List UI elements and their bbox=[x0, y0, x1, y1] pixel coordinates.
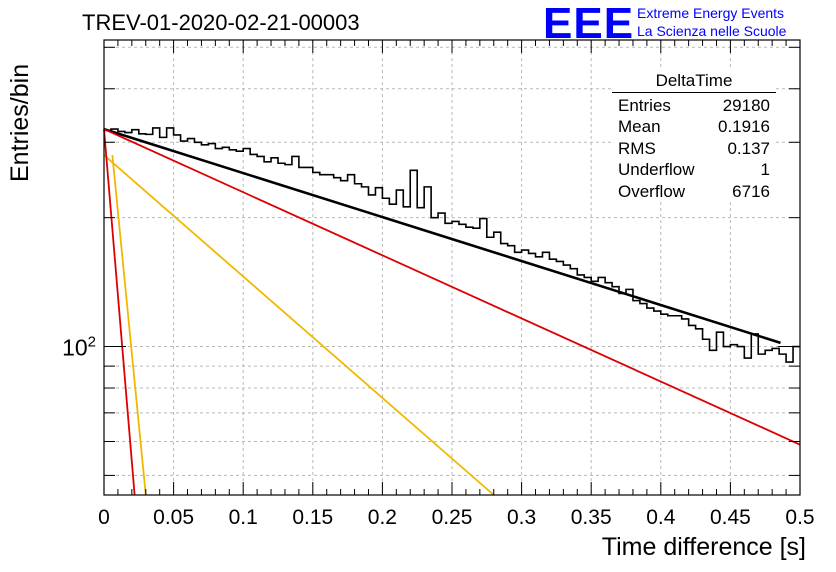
x-tick-label: 0.05 bbox=[153, 506, 194, 529]
x-tick-label: 0.35 bbox=[571, 506, 612, 529]
logo-caption: Extreme Energy Events La Scienza nelle S… bbox=[637, 4, 786, 40]
eee-logo: EEE bbox=[543, 0, 635, 48]
stats-value: 1 bbox=[760, 160, 770, 179]
stats-value: 29180 bbox=[722, 95, 770, 115]
stats-row: Mean 0.1916 bbox=[612, 116, 776, 138]
x-tick-label: 0.3 bbox=[507, 506, 536, 529]
stats-label: RMS bbox=[618, 138, 656, 158]
stats-label: Underflow bbox=[618, 160, 695, 179]
stats-label: Entries bbox=[618, 95, 671, 115]
chart-title: TREV-01-2020-02-21-00003 bbox=[82, 10, 360, 35]
fit-line-fast_yellow bbox=[103, 154, 495, 496]
x-tick-label: 0 bbox=[98, 506, 110, 529]
fit-lines bbox=[103, 127, 801, 496]
x-tick-label: 0.45 bbox=[710, 506, 751, 529]
logo-line-2: La Scienza nelle Scuole bbox=[637, 23, 787, 39]
stats-row: Entries 29180 bbox=[612, 95, 776, 117]
x-tick-label: 0.1 bbox=[229, 506, 258, 529]
stats-label: Overflow bbox=[618, 181, 686, 201]
x-tick-label: 0.5 bbox=[785, 506, 814, 529]
x-tick-label: 0.15 bbox=[292, 506, 333, 529]
stats-row: Overflow 6716 bbox=[612, 181, 776, 203]
x-axis: 0 0.05 0.1 0.15 0.2 0.25 0.3 0.35 0.4 0.45 0.5 bbox=[98, 40, 815, 529]
fit-line-fast_red bbox=[103, 129, 136, 496]
fit-line-slow bbox=[103, 128, 801, 446]
stats-row: Underflow 1 bbox=[612, 159, 776, 181]
histogram-steps bbox=[104, 127, 800, 363]
y-axis-label: Entries/bin bbox=[6, 63, 34, 182]
stats-value: 0.1916 bbox=[718, 117, 770, 136]
x-tick-label: 0.25 bbox=[432, 506, 473, 529]
y-tick-label: 102 bbox=[62, 334, 96, 361]
stats-row: RMS 0.137 bbox=[612, 138, 776, 160]
histogram-series bbox=[104, 127, 800, 363]
x-axis-label: Time difference [s] bbox=[601, 533, 806, 561]
x-tick-label: 0.2 bbox=[368, 506, 397, 529]
fit-line-total bbox=[103, 127, 781, 345]
logo-line-1: Extreme Energy Events bbox=[637, 5, 785, 21]
stats-title: DeltaTime bbox=[612, 70, 776, 93]
stats-box: DeltaTime Entries 29180 Mean 0.1916 RMS 0.137… bbox=[612, 70, 776, 202]
grid bbox=[104, 40, 800, 495]
stats-value: 6716 bbox=[732, 181, 770, 201]
x-tick-label: 0.4 bbox=[646, 506, 676, 529]
fit-line-fast_yellow_2 bbox=[111, 155, 147, 496]
stats-label: Mean bbox=[618, 117, 661, 136]
stats-value: 0.137 bbox=[727, 138, 770, 158]
y-axis: 102 bbox=[62, 46, 800, 476]
